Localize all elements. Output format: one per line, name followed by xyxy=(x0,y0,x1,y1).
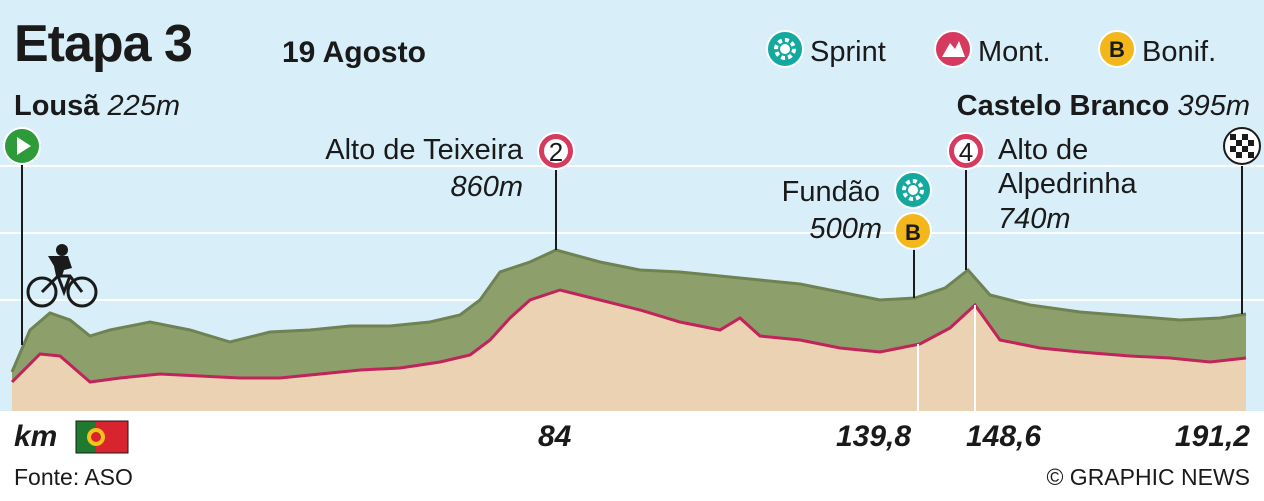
footer-credit: © GRAPHIC NEWS xyxy=(1046,464,1250,490)
footer-source: Fonte: ASO xyxy=(14,464,133,490)
km-mark-4: 191,2 xyxy=(1174,420,1250,453)
road-profile-line xyxy=(10,288,1247,384)
ground-fill xyxy=(12,290,1246,412)
start-name: Lousã xyxy=(14,90,100,122)
start-location: Lousã 225m xyxy=(14,90,180,123)
km-guide-lines xyxy=(917,305,976,412)
sprint-point-name: Fundão xyxy=(781,176,880,208)
bonus-symbol: B xyxy=(905,220,921,245)
legend-bonus-icon xyxy=(1098,30,1136,68)
mountain-category-2-icon xyxy=(537,132,575,170)
climb-2-name-line2: Alpedrinha xyxy=(998,168,1137,200)
bonus-icon xyxy=(894,212,932,250)
km-mark-3: 148,6 xyxy=(966,420,1042,453)
legend-mountain-icon xyxy=(934,30,972,68)
axis-unit: km xyxy=(14,420,58,453)
legend-sprint-icon xyxy=(766,30,804,68)
climb-2-category: 4 xyxy=(959,137,973,167)
legend-sprint-label: Sprint xyxy=(810,36,886,68)
climb-2-name-line1: Alto de xyxy=(998,134,1089,166)
km-mark-1: 84 xyxy=(538,420,572,453)
start-icon xyxy=(3,127,41,165)
mountain-category-4-icon xyxy=(947,132,985,170)
stage-title: Etapa 3 xyxy=(14,15,193,73)
cyclist-icon xyxy=(26,244,98,308)
portugal-flag-icon xyxy=(75,420,129,454)
sprint-point-altitude: 500m xyxy=(809,213,882,245)
finish-location: Castelo Branco 395m xyxy=(957,90,1250,123)
finish-name: Castelo Branco xyxy=(956,90,1170,122)
start-altitude: 225m xyxy=(107,90,181,122)
climb-1-name: Alto de Teixeira xyxy=(325,134,523,166)
finish-flag-icon xyxy=(1223,127,1261,165)
marker-poles xyxy=(21,164,1243,345)
climb-2-altitude: 740m xyxy=(998,203,1071,235)
sprint-icon xyxy=(894,171,932,209)
terrain-side xyxy=(12,250,1246,382)
climb-1-altitude: 860m xyxy=(450,171,523,203)
stage-date: 19 Agosto xyxy=(282,36,426,69)
legend-bonus-label: Bonif. xyxy=(1142,36,1217,68)
legend-mountain-label: Mont. xyxy=(978,36,1051,68)
climb-1-category: 2 xyxy=(549,137,563,167)
legend-bonus-symbol: B xyxy=(1109,37,1125,62)
finish-altitude: 395m xyxy=(1177,90,1250,122)
km-mark-2: 139,8 xyxy=(836,420,912,453)
